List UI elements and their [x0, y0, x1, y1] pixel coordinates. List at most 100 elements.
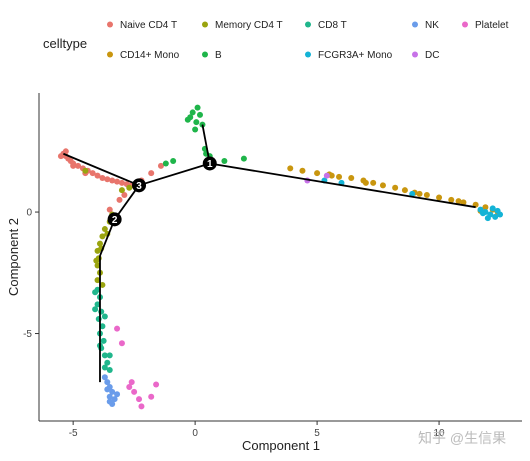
- point-0-9: [94, 172, 101, 179]
- legend-label-7: FCGR3A+ Mono: [318, 50, 393, 61]
- x-tick-label-0: -5: [69, 428, 78, 439]
- point-0-10: [99, 175, 106, 182]
- point-3-3: [109, 388, 116, 395]
- point-5-15: [460, 199, 467, 206]
- point-6-5: [197, 111, 203, 118]
- point-7-4: [484, 215, 491, 222]
- point-0-14: [118, 179, 125, 186]
- point-3-5: [111, 396, 118, 403]
- plot-area: -5 0 5 10 -5 0 1 2 3: [23, 93, 522, 439]
- y-axis-title: Component 2: [6, 218, 21, 296]
- branch-point-label-1: 1: [207, 159, 213, 170]
- point-7-6: [479, 210, 486, 217]
- point-4-5: [138, 403, 145, 410]
- point-4-1: [118, 340, 125, 347]
- y-tick-label-0: -5: [23, 329, 32, 340]
- legend-key-5: [107, 51, 113, 58]
- legend-key-3: [412, 21, 418, 28]
- point-3-6: [104, 386, 111, 393]
- point-6-3: [189, 109, 196, 116]
- point-5-9: [392, 184, 399, 191]
- point-5-23: [362, 179, 369, 186]
- legend-key-6: [202, 51, 208, 58]
- x-tick-label-2: 5: [314, 428, 320, 439]
- point-8-0: [323, 172, 330, 179]
- legend-label-3: NK: [425, 20, 439, 31]
- point-6-12: [221, 158, 228, 165]
- point-0-25: [106, 206, 113, 213]
- trajectory-segment-1: [138, 162, 211, 187]
- point-6-6: [184, 116, 191, 123]
- point-7-8: [497, 211, 504, 218]
- point-0-18: [148, 170, 155, 177]
- point-2-7: [100, 337, 107, 344]
- point-5-10: [401, 187, 408, 194]
- branch-points: 1 2 3: [107, 156, 217, 227]
- point-0-12: [109, 177, 116, 184]
- legend-label-5: CD14+ Mono: [120, 50, 180, 61]
- legend-items: Naive CD4 T Memory CD4 T CD8 T NK Platelet CD…: [107, 20, 509, 61]
- point-7-3: [492, 213, 499, 220]
- point-1-15: [118, 187, 125, 194]
- point-2-9: [101, 352, 108, 359]
- legend-key-2: [305, 21, 311, 28]
- point-3-9: [106, 398, 113, 405]
- point-1-4: [96, 240, 103, 247]
- point-1-9: [94, 277, 101, 284]
- point-3-8: [114, 391, 121, 398]
- point-5-21: [455, 198, 462, 205]
- point-2-10: [104, 359, 111, 366]
- point-0-19: [157, 162, 164, 169]
- point-7-7: [489, 205, 496, 212]
- point-0-20: [62, 148, 69, 155]
- point-3-0: [101, 374, 108, 381]
- point-3-4: [106, 393, 113, 400]
- point-1-2: [101, 226, 108, 233]
- point-5-14: [448, 196, 455, 203]
- point-5-5: [348, 175, 355, 182]
- point-4-3: [131, 388, 138, 395]
- point-4-0: [114, 325, 121, 332]
- point-1-3: [99, 233, 106, 240]
- legend-key-4: [462, 21, 468, 28]
- point-1-16: [126, 184, 133, 191]
- legend-key-8: [412, 51, 418, 58]
- legend-key-1: [202, 21, 208, 28]
- branch-point-3: [132, 178, 147, 193]
- point-2-16: [101, 364, 108, 371]
- x-tick-label-1: 0: [192, 428, 198, 439]
- point-7-11: [409, 190, 416, 197]
- legend-title: celltype: [43, 36, 87, 51]
- point-2-12: [92, 306, 99, 313]
- data-points: [57, 104, 504, 410]
- x-axis-title: Component 1: [242, 438, 320, 453]
- point-4-7: [126, 383, 133, 390]
- point-6-2: [194, 104, 201, 111]
- legend-label-6: B: [215, 50, 222, 61]
- trajectory-lines: [63, 124, 476, 383]
- point-0-8: [89, 170, 96, 177]
- point-5-17: [482, 204, 489, 211]
- branch-point-label-3: 3: [136, 181, 142, 192]
- point-0-24: [116, 196, 123, 203]
- legend: celltype Naive CD4 T Memory CD4 T CD8 T NK P…: [43, 20, 509, 61]
- point-2-15: [106, 352, 113, 359]
- point-1-7: [94, 262, 101, 269]
- trajectory-segment-3: [209, 162, 476, 209]
- point-0-22: [70, 162, 77, 169]
- branch-point-2: [107, 212, 122, 227]
- legend-label-2: CD8 T: [318, 20, 347, 31]
- point-6-13: [240, 155, 247, 162]
- point-0-26: [121, 192, 128, 199]
- point-5-24: [328, 172, 335, 179]
- branch-point-1: [202, 156, 217, 171]
- point-5-22: [416, 190, 423, 197]
- legend-key-7: [305, 51, 311, 58]
- point-5-8: [379, 182, 386, 189]
- point-2-2: [94, 301, 101, 308]
- trajectory-segment-0: [63, 152, 140, 187]
- point-6-11: [162, 160, 169, 167]
- point-0-13: [114, 178, 121, 185]
- branch-point-label-2: 2: [112, 215, 118, 226]
- point-0-21: [57, 153, 64, 160]
